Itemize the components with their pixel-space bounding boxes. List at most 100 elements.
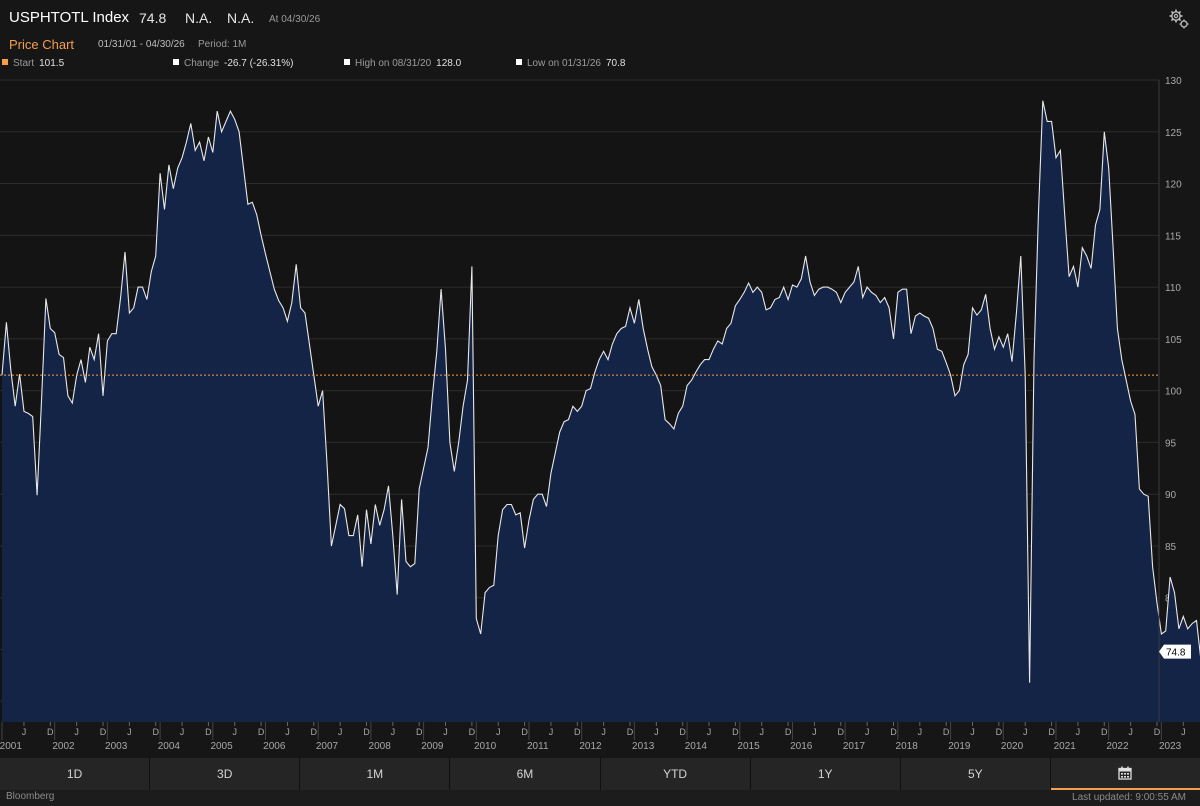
month-tick-label: D — [1154, 727, 1161, 737]
chart-header: USPHTOTL Index 74.8 N.A. N.A. At 04/30/2… — [0, 0, 1200, 80]
month-tick-label: D — [205, 727, 212, 737]
low-value: 70.8 — [605, 58, 626, 69]
y-tick-label: 90 — [1165, 490, 1177, 501]
month-tick-label: D — [732, 727, 739, 737]
stat-change: Change -26.7 (-26.31%) — [173, 58, 294, 69]
month-tick-label: J — [654, 727, 659, 737]
last-value-label: 74.8 — [1159, 644, 1191, 659]
timeframe-6m-button[interactable]: 6M — [450, 758, 601, 790]
month-tick-label: D — [47, 727, 54, 737]
year-label: 2018 — [896, 741, 919, 752]
y-tick-label: 85 — [1165, 542, 1177, 553]
period-label: Period: 1M — [198, 39, 247, 50]
timeframe-5y-button[interactable]: 5Y — [901, 758, 1051, 790]
month-tick-label: J — [601, 727, 606, 737]
month-tick-label: J — [232, 727, 237, 737]
last-value-text: 74.8 — [1166, 648, 1186, 659]
month-tick-label: J — [759, 727, 764, 737]
month-tick-label: J — [285, 727, 290, 737]
status-bar: Bloomberg Last updated: 9:00:55 AM — [0, 790, 1200, 806]
year-label: 2023 — [1159, 741, 1182, 752]
month-tick-label: D — [469, 727, 476, 737]
month-tick-label: D — [890, 727, 897, 737]
year-label: 2017 — [843, 741, 866, 752]
year-label: 2009 — [421, 741, 444, 752]
start-value: 101.5 — [39, 58, 65, 69]
net-change: N.A. — [185, 10, 213, 26]
month-tick-label: J — [918, 727, 923, 737]
month-tick-label: D — [1101, 727, 1108, 737]
change-value: -26.7 (-26.31%) — [224, 58, 294, 69]
month-tick-label: D — [152, 727, 159, 737]
month-tick-label: D — [943, 727, 950, 737]
gear-icon[interactable] — [1168, 8, 1190, 30]
year-label: 2012 — [579, 741, 602, 752]
year-label: 2021 — [1054, 741, 1077, 752]
high-label: High on 08/31/20 — [355, 58, 432, 69]
month-tick-label: J — [74, 727, 79, 737]
change-swatch — [173, 59, 179, 65]
timeframe-1d-button[interactable]: 1D — [0, 758, 151, 790]
stat-start: Start 101.5 — [2, 58, 64, 69]
month-tick-label: J — [1023, 727, 1028, 737]
month-tick-label: J — [707, 727, 712, 737]
year-label: 2019 — [948, 741, 971, 752]
year-label: 2002 — [52, 741, 75, 752]
month-tick-label: J — [812, 727, 817, 737]
year-label: 2007 — [316, 741, 339, 752]
calendar-icon — [1118, 766, 1133, 780]
year-label: 2015 — [737, 741, 760, 752]
month-tick-label: J — [549, 727, 554, 737]
timeframe-bar: 1D 3D 1M 6M YTD 1Y 5Y — [0, 758, 1200, 790]
month-tick-label: D — [363, 727, 370, 737]
month-tick-label: J — [443, 727, 448, 737]
timeframe-3d-button[interactable]: 3D — [150, 758, 301, 790]
y-tick-label: 120 — [1165, 180, 1182, 191]
year-label: 2011 — [527, 741, 549, 752]
timeframe-1y-button[interactable]: 1Y — [751, 758, 901, 790]
low-label: Low on 01/31/26 — [527, 58, 601, 69]
month-tick-label: J — [391, 727, 396, 737]
year-label: 2008 — [369, 741, 392, 752]
month-tick-label: J — [22, 727, 27, 737]
year-label: 2003 — [105, 741, 128, 752]
month-tick-label: D — [311, 727, 318, 737]
year-label: 2020 — [1001, 741, 1024, 752]
year-label: 2022 — [1106, 741, 1129, 752]
y-tick-label: 105 — [1165, 335, 1182, 346]
price-chart[interactable]: 70758085909510010511011512012513074.8JDJ… — [0, 74, 1200, 758]
calendar-button[interactable] — [1050, 758, 1200, 790]
month-tick-label: D — [996, 727, 1003, 737]
month-tick-label: D — [100, 727, 107, 737]
month-tick-label: D — [521, 727, 528, 737]
stat-low: Low on 01/31/26 70.8 — [516, 58, 625, 69]
brand-label: Bloomberg — [6, 791, 55, 802]
month-tick-label: J — [1181, 727, 1186, 737]
date-range: 01/31/01 - 04/30/26 — [98, 39, 185, 50]
month-tick-label: J — [338, 727, 343, 737]
year-label: 2010 — [474, 741, 497, 752]
low-swatch — [516, 59, 522, 65]
month-tick-label: J — [1076, 727, 1081, 737]
timeframe-ytd-button[interactable]: YTD — [601, 758, 751, 790]
change-label: Change — [184, 58, 220, 69]
year-label: 2013 — [632, 741, 655, 752]
last-updated: Last updated: 9:00:55 AM — [1072, 792, 1186, 803]
month-tick-label: D — [838, 727, 845, 737]
high-swatch — [344, 59, 350, 65]
timeframe-1m-button[interactable]: 1M — [300, 758, 451, 790]
year-label: 2016 — [790, 741, 813, 752]
last-price: 74.8 — [139, 10, 167, 26]
month-tick-label: D — [679, 727, 686, 737]
price-chart-title: Price Chart — [9, 37, 75, 52]
year-label: 2004 — [158, 741, 181, 752]
month-tick-label: D — [627, 727, 634, 737]
month-tick-label: D — [785, 727, 792, 737]
high-value: 128.0 — [436, 58, 462, 69]
month-tick-label: D — [258, 727, 265, 737]
y-tick-label: 130 — [1165, 76, 1182, 87]
y-tick-label: 110 — [1165, 283, 1181, 294]
start-swatch — [2, 59, 8, 65]
price-area — [2, 100, 1200, 722]
as-of-date: At 04/30/26 — [269, 14, 321, 25]
